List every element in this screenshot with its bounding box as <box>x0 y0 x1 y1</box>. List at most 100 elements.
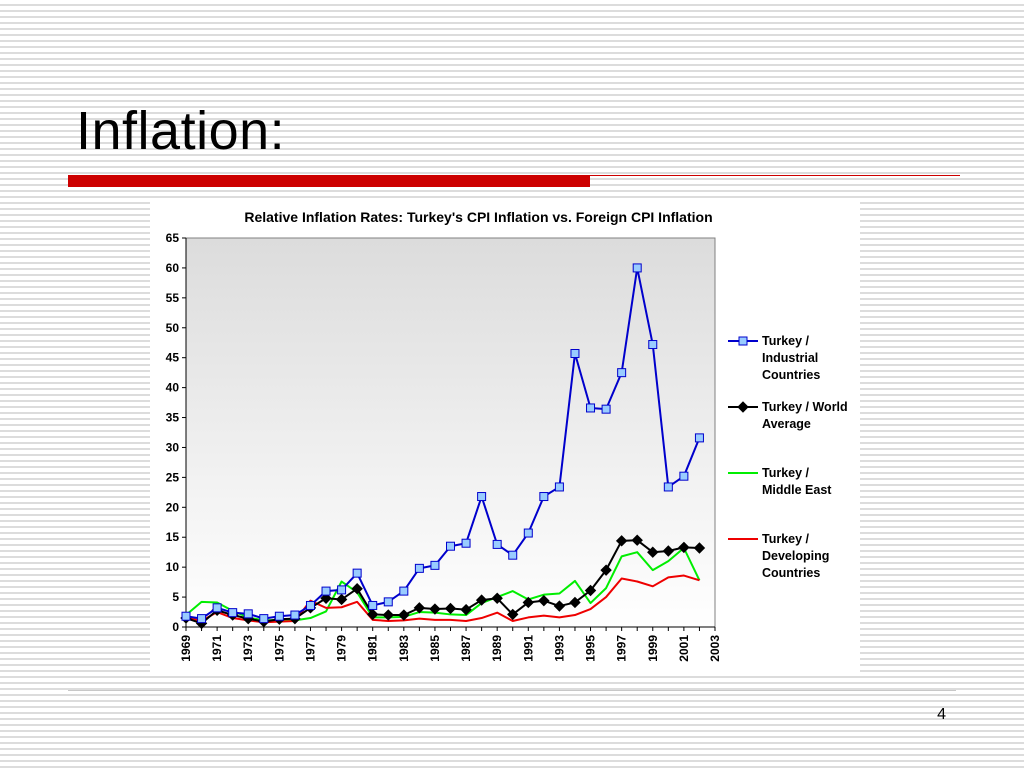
series-1-point <box>274 611 284 621</box>
series-2-point <box>444 602 457 615</box>
series-1-point <box>368 600 378 610</box>
x-tick-label: 2001 <box>677 635 691 662</box>
series-2-point <box>553 600 566 612</box>
y-tick-label: 0 <box>172 620 179 634</box>
legend-label-line: Countries <box>762 566 820 580</box>
plot-area <box>185 237 716 628</box>
series-2-point <box>398 609 410 621</box>
series-1-point <box>243 609 253 619</box>
series-line-2 <box>185 539 700 625</box>
x-tick-label: 1983 <box>397 635 411 662</box>
series-1-point <box>663 482 673 492</box>
series-2-point <box>584 584 597 597</box>
legend-marker <box>738 336 748 346</box>
series-1-point <box>212 603 222 613</box>
series-1-point <box>446 541 455 551</box>
series-2-point <box>678 541 690 554</box>
chart-title: Relative Inflation Rates: Turkey's CPI I… <box>244 209 712 225</box>
legend-label-line: Turkey / World <box>762 400 848 414</box>
y-tick-label: 45 <box>166 351 180 365</box>
series-1-point <box>694 433 704 443</box>
series-2-point <box>693 542 706 554</box>
slide-number: 4 <box>937 706 946 723</box>
series-1-point <box>290 610 300 620</box>
legend-label-line: Turkey / <box>762 334 810 348</box>
x-tick-label: 1979 <box>335 635 349 662</box>
series-2-point <box>507 608 519 621</box>
x-tick-label: 1995 <box>584 635 598 662</box>
series-2-point <box>335 593 348 606</box>
y-tick-label: 15 <box>166 530 180 544</box>
x-tick-label: 1999 <box>646 635 660 662</box>
series-1-point <box>461 538 471 548</box>
title-underline-thin <box>590 175 960 176</box>
x-tick-label: 1985 <box>428 635 442 662</box>
y-tick-label: 50 <box>166 321 180 335</box>
series-1-point <box>554 482 564 492</box>
series-2-point <box>366 608 379 621</box>
legend-entry-4: Turkey / Developing Countries <box>728 532 829 580</box>
series-2-point <box>429 603 441 615</box>
series-2-point <box>522 596 535 609</box>
legend-label-line: Turkey / <box>762 532 810 546</box>
series-line-1 <box>185 266 701 620</box>
y-tick-label: 30 <box>166 440 180 454</box>
y-tick-label: 55 <box>166 291 180 305</box>
x-tick-label: 1991 <box>521 635 535 662</box>
series-2-point <box>631 534 643 546</box>
x-tick-label: 1977 <box>303 635 317 662</box>
y-tick-label: 40 <box>166 381 180 395</box>
series-2-point <box>662 545 675 557</box>
legend-label-line: Turkey / <box>762 466 810 480</box>
x-tick-label: 1997 <box>615 635 629 662</box>
series-1-point <box>492 539 502 549</box>
series-1-point <box>570 349 580 359</box>
series-2-point <box>320 592 332 604</box>
series-2-point <box>538 594 550 607</box>
series-2-point <box>615 535 628 547</box>
series-1-point <box>259 614 269 624</box>
legend-label-line: Developing <box>762 549 829 563</box>
series-1-point <box>321 586 331 596</box>
series-1-point <box>477 492 487 502</box>
series-1-point <box>414 563 424 573</box>
x-tick-label: 1989 <box>490 635 504 662</box>
series-1-point <box>430 560 440 570</box>
series-2-point <box>382 609 394 621</box>
legend-label-line: Countries <box>762 368 820 382</box>
series-2-point <box>647 546 659 558</box>
series-2-point <box>351 582 363 595</box>
series-1-point <box>617 368 627 378</box>
footer-rule <box>68 690 956 691</box>
series-1-point <box>648 340 658 350</box>
x-tick-label: 1981 <box>366 635 380 662</box>
y-tick-label: 5 <box>172 590 179 604</box>
series-1-point <box>539 492 549 502</box>
y-tick-label: 35 <box>166 411 180 425</box>
series-2-point <box>569 596 581 609</box>
series-2-point <box>600 564 612 576</box>
legend-entry-3: Turkey / Middle East <box>728 466 832 497</box>
title-underline-accent <box>68 175 590 187</box>
y-tick-label: 60 <box>166 261 180 275</box>
series-1-point <box>383 597 393 607</box>
series-1-point <box>679 471 689 481</box>
slide-title: Inflation: <box>76 101 286 161</box>
series-2-point <box>475 594 488 606</box>
x-tick-label: 1975 <box>272 635 286 662</box>
series-2-point <box>491 592 503 604</box>
series-1-point <box>399 586 409 596</box>
series-2-point <box>460 603 472 616</box>
series-1-point <box>181 611 191 621</box>
y-tick-label: 20 <box>166 500 180 514</box>
series-1-point <box>523 528 533 538</box>
x-tick-label: 1987 <box>459 635 473 662</box>
series-1-point <box>305 600 315 610</box>
x-tick-label: 1969 <box>179 635 193 662</box>
x-tick-label: 1973 <box>241 635 255 662</box>
series-1-point <box>508 550 518 560</box>
legend-label-line: Industrial <box>762 351 818 365</box>
series-1-point <box>632 263 642 273</box>
legend-entry-2: Turkey / World Average <box>728 400 848 431</box>
series-1-point <box>352 568 362 578</box>
